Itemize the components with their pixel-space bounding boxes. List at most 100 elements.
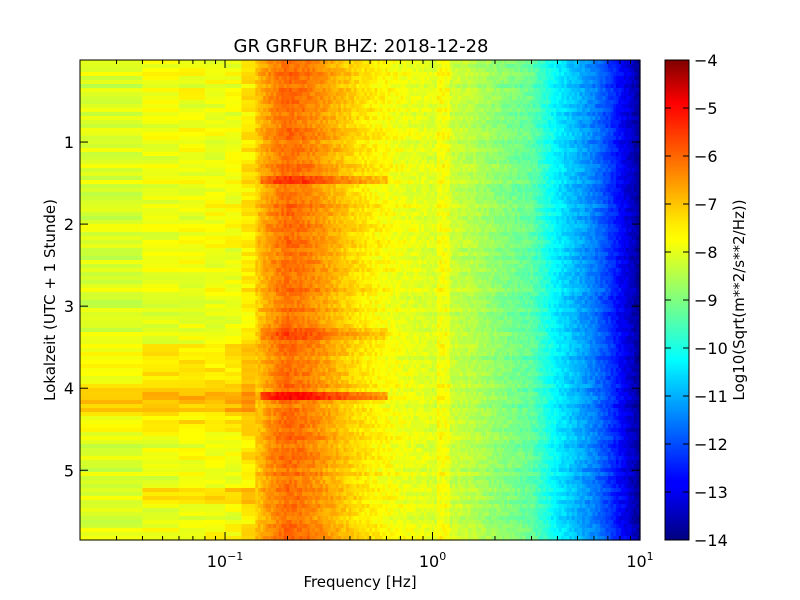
heatmap-cell bbox=[421, 128, 425, 133]
heatmap-cell bbox=[346, 92, 350, 97]
heatmap-cell bbox=[325, 128, 329, 133]
heatmap-cell bbox=[473, 124, 477, 129]
heatmap-cell bbox=[204, 68, 226, 73]
heatmap-cell bbox=[628, 104, 633, 109]
heatmap-cell bbox=[385, 76, 389, 81]
heatmap-cell bbox=[385, 104, 389, 109]
heatmap-cell bbox=[610, 96, 614, 101]
heatmap-cell bbox=[563, 108, 568, 113]
heatmap-cell bbox=[460, 92, 464, 97]
heatmap-cell bbox=[439, 92, 443, 97]
heatmap-cell bbox=[421, 64, 425, 69]
heatmap-cell bbox=[80, 156, 144, 161]
heatmap-cell bbox=[465, 68, 469, 73]
heatmap-cell bbox=[289, 60, 293, 65]
heatmap-cell bbox=[543, 108, 547, 113]
heatmap-cell bbox=[397, 84, 402, 89]
heatmap-cell bbox=[278, 60, 282, 65]
heatmap-cell bbox=[278, 120, 282, 125]
heatmap-cell bbox=[576, 108, 581, 113]
heatmap-cell bbox=[276, 100, 280, 105]
heatmap-cell bbox=[273, 88, 277, 93]
heatmap-cell bbox=[553, 132, 557, 137]
heatmap-cell bbox=[255, 112, 259, 117]
heatmap-cell bbox=[483, 64, 487, 69]
heatmap-cell bbox=[447, 120, 451, 125]
heatmap-cell bbox=[330, 100, 334, 105]
heatmap-cell bbox=[535, 72, 539, 77]
heatmap-cell bbox=[605, 124, 609, 129]
heatmap-cell bbox=[519, 76, 524, 81]
heatmap-cell bbox=[395, 116, 399, 121]
heatmap-cell bbox=[320, 116, 324, 121]
heatmap-cell bbox=[475, 100, 479, 105]
heatmap-cell bbox=[322, 104, 326, 109]
heatmap-cell bbox=[366, 124, 371, 129]
heatmap-cell bbox=[387, 80, 391, 85]
heatmap-cell bbox=[400, 108, 404, 113]
heatmap-cell bbox=[460, 100, 464, 105]
heatmap-cell bbox=[304, 92, 308, 97]
heatmap-cell bbox=[566, 96, 570, 101]
heatmap-cell bbox=[241, 156, 256, 161]
heatmap-cell bbox=[346, 116, 350, 121]
heatmap-cell bbox=[346, 100, 350, 105]
heatmap-cell bbox=[613, 60, 617, 65]
heatmap-cell bbox=[179, 128, 206, 133]
heatmap-cell bbox=[566, 104, 570, 109]
heatmap-cell bbox=[493, 108, 498, 113]
heatmap-cell bbox=[281, 88, 285, 93]
heatmap-cell bbox=[602, 116, 607, 121]
heatmap-cell bbox=[587, 104, 591, 109]
heatmap-cell bbox=[296, 76, 301, 81]
heatmap-cell bbox=[595, 72, 599, 77]
heatmap-cell bbox=[400, 72, 404, 77]
heatmap-cell bbox=[335, 100, 339, 105]
heatmap-cell bbox=[333, 120, 337, 125]
heatmap-cell bbox=[340, 92, 345, 97]
heatmap-cell bbox=[436, 104, 441, 109]
heatmap-cell bbox=[408, 104, 412, 109]
heatmap-cell bbox=[403, 96, 407, 101]
heatmap-cell bbox=[307, 108, 311, 113]
heatmap-cell bbox=[346, 112, 350, 117]
heatmap-cell bbox=[540, 88, 544, 93]
heatmap-cell bbox=[80, 96, 144, 101]
heatmap-cell bbox=[548, 124, 552, 129]
heatmap-cell bbox=[179, 92, 206, 97]
heatmap-cell bbox=[535, 132, 539, 137]
heatmap-cell bbox=[364, 120, 368, 125]
heatmap-cell bbox=[509, 96, 513, 101]
heatmap-cell bbox=[343, 132, 347, 137]
heatmap-cell bbox=[442, 116, 446, 121]
heatmap-cell bbox=[465, 92, 469, 97]
heatmap-cell bbox=[241, 60, 256, 65]
heatmap-cell bbox=[509, 104, 513, 109]
heatmap-cell bbox=[356, 116, 360, 121]
heatmap-cell bbox=[465, 116, 469, 121]
heatmap-cell bbox=[359, 72, 363, 77]
heatmap-cell bbox=[382, 80, 386, 85]
heatmap-cell bbox=[468, 124, 472, 129]
heatmap-cell bbox=[320, 88, 324, 93]
heatmap-cell bbox=[307, 80, 311, 85]
heatmap-cell bbox=[382, 92, 386, 97]
heatmap-cell bbox=[610, 92, 614, 97]
heatmap-cell bbox=[486, 108, 490, 113]
heatmap-cell bbox=[514, 68, 518, 73]
heatmap-cell bbox=[304, 120, 308, 125]
heatmap-cell bbox=[142, 100, 180, 105]
heatmap-cell bbox=[418, 104, 422, 109]
heatmap-cell bbox=[283, 88, 288, 93]
heatmap-cell bbox=[379, 112, 384, 117]
heatmap-cell bbox=[600, 120, 604, 125]
heatmap-cell bbox=[561, 68, 565, 73]
heatmap-cell bbox=[561, 116, 565, 121]
heatmap-cell bbox=[343, 60, 347, 65]
heatmap-cell bbox=[142, 156, 180, 161]
heatmap-cell bbox=[460, 60, 464, 65]
heatmap-cell bbox=[442, 72, 446, 77]
heatmap-cell bbox=[241, 76, 256, 81]
heatmap-cell bbox=[241, 104, 256, 109]
heatmap-cell bbox=[576, 128, 581, 133]
